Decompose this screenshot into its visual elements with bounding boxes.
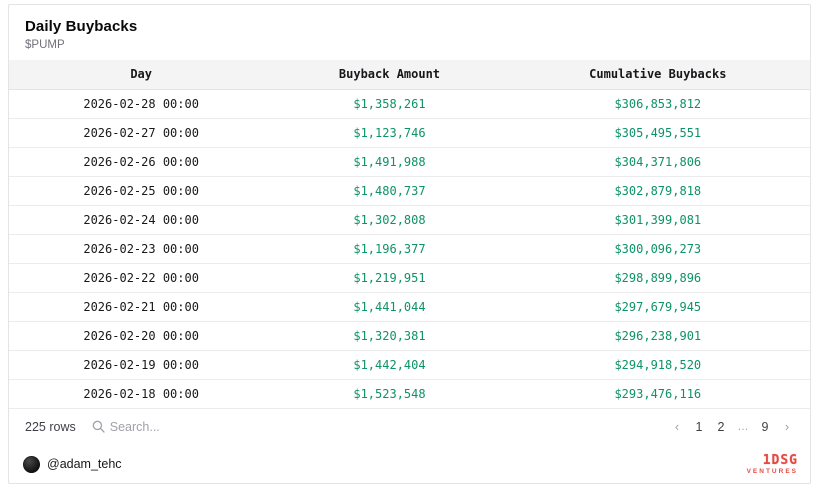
pagination: ‹ 1 2… 9 › [668,417,796,437]
table-row: 2026-02-26 00:00 $1,491,988 $304,371,806 [9,147,810,177]
ventures-logo: 1DSG VENTURES [747,454,798,476]
cell-cumulative-buybacks: $302,879,818 [505,176,810,206]
ventures-logo-text: 1DSG [762,452,798,468]
page-subtitle: $PUMP [25,39,65,51]
cell-day: 2026-02-18 00:00 [9,379,274,409]
cell-cumulative-buybacks: $300,096,273 [505,234,810,264]
cell-day: 2026-02-27 00:00 [9,118,274,148]
page-title: Daily Buybacks [25,18,138,35]
table-row: 2026-02-27 00:00 $1,123,746 $305,495,551 [9,118,810,148]
cell-day: 2026-02-24 00:00 [9,205,274,235]
column-header-buyback-amount[interactable]: Buyback Amount [273,60,506,89]
card-footer: @adam_tehc 1DSG VENTURES [9,450,810,484]
author-handle: @adam_tehc [47,457,122,472]
daily-buybacks-card: Daily Buybacks $PUMP Day Buyback Amount … [8,4,811,484]
cell-day: 2026-02-26 00:00 [9,147,274,177]
pagination-page-1[interactable]: 1 [690,417,708,437]
cell-buyback-amount: $1,480,737 [273,176,506,206]
cell-day: 2026-02-25 00:00 [9,176,274,206]
pagination-prev-icon[interactable]: ‹ [668,417,686,437]
pagination-pages: 1 2… 9 [690,417,774,437]
cell-buyback-amount: $1,123,746 [273,118,506,148]
row-count-badge: 225 rows [25,419,76,434]
cell-day: 2026-02-19 00:00 [9,350,274,380]
cell-cumulative-buybacks: $306,853,812 [505,88,810,119]
buybacks-table: Day Buyback Amount Cumulative Buybacks 2… [9,60,810,409]
table-row: 2026-02-24 00:00 $1,302,808 $301,399,081 [9,205,810,235]
cell-cumulative-buybacks: $294,918,520 [505,350,810,380]
table-row: 2026-02-18 00:00 $1,523,548 $293,476,116 [9,379,810,409]
card-header: Daily Buybacks $PUMP [9,5,810,60]
cell-day: 2026-02-28 00:00 [9,88,274,119]
cell-buyback-amount: $1,523,548 [273,379,506,409]
cell-buyback-amount: $1,442,404 [273,350,506,380]
search-box[interactable] [92,419,220,434]
search-input[interactable] [109,419,220,434]
cell-buyback-amount: $1,320,381 [273,321,506,351]
cell-cumulative-buybacks: $301,399,081 [505,205,810,235]
cell-buyback-amount: $1,219,951 [273,263,506,293]
cell-day: 2026-02-21 00:00 [9,292,274,322]
cell-cumulative-buybacks: $296,238,901 [505,321,810,351]
column-header-cumulative-buybacks[interactable]: Cumulative Buybacks [505,60,810,89]
cell-day: 2026-02-20 00:00 [9,321,274,351]
cell-day: 2026-02-22 00:00 [9,263,274,293]
pagination-ellipsis: … [734,417,752,437]
table-row: 2026-02-25 00:00 $1,480,737 $302,879,818 [9,176,810,206]
pagination-next-icon[interactable]: › [778,417,796,437]
cell-day: 2026-02-23 00:00 [9,234,274,264]
cell-cumulative-buybacks: $298,899,896 [505,263,810,293]
cell-buyback-amount: $1,358,261 [273,88,506,119]
column-header-day[interactable]: Day [9,60,274,89]
cell-cumulative-buybacks: $305,495,551 [505,118,810,148]
table-row: 2026-02-19 00:00 $1,442,404 $294,918,520 [9,350,810,380]
ventures-logo-subtext: VENTURES [746,467,798,475]
cell-cumulative-buybacks: $293,476,116 [505,379,810,409]
table-row: 2026-02-22 00:00 $1,219,951 $298,899,896 [9,263,810,293]
table-row: 2026-02-28 00:00 $1,358,261 $306,853,812 [9,88,810,119]
table-body: 2026-02-28 00:00 $1,358,261 $306,853,812… [9,88,810,409]
cell-buyback-amount: $1,196,377 [273,234,506,264]
cell-cumulative-buybacks: $304,371,806 [505,147,810,177]
pagination-page-2[interactable]: 2 [712,417,730,437]
cell-buyback-amount: $1,491,988 [273,147,506,177]
table-controls: 225 rows ‹ 12…9 › [9,409,810,443]
cell-cumulative-buybacks: $297,679,945 [505,292,810,322]
search-icon [92,420,105,433]
cell-buyback-amount: $1,302,808 [273,205,506,235]
pagination-page-9[interactable]: 9 [756,417,774,437]
author-byline: @adam_tehc [23,455,122,473]
table-header: Day Buyback Amount Cumulative Buybacks [9,60,810,89]
avatar [23,455,40,473]
table-row: 2026-02-21 00:00 $1,441,044 $297,679,945 [9,292,810,322]
table-row: 2026-02-23 00:00 $1,196,377 $300,096,273 [9,234,810,264]
cell-buyback-amount: $1,441,044 [273,292,506,322]
table-row: 2026-02-20 00:00 $1,320,381 $296,238,901 [9,321,810,351]
